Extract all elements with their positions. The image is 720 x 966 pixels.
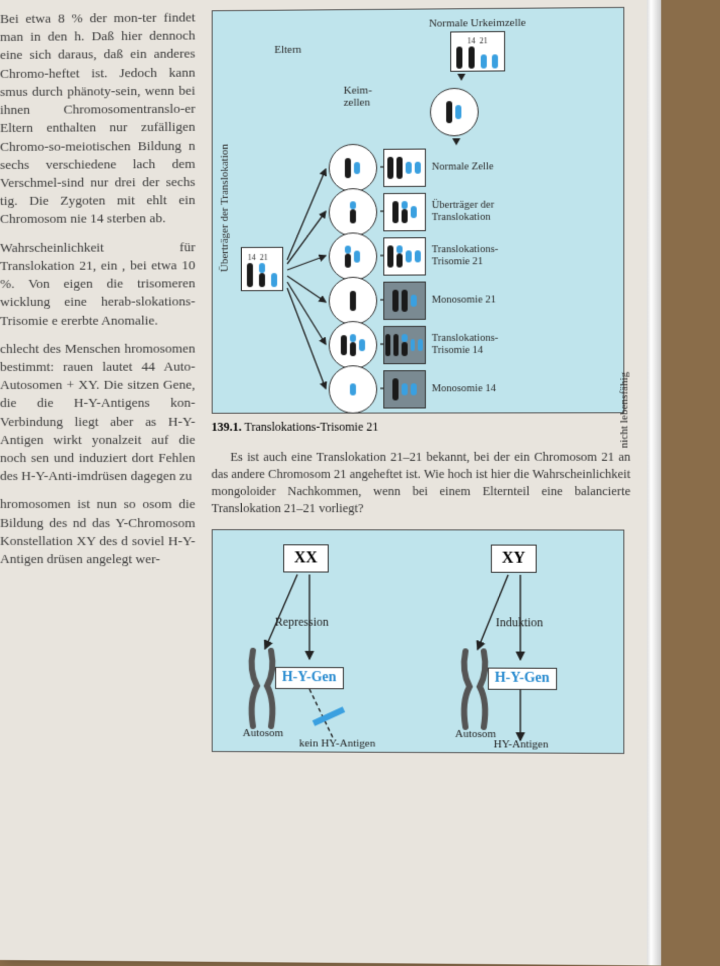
hy-label: HY-Antigen xyxy=(494,738,549,750)
keimzelle-circle xyxy=(430,88,479,137)
keimzellen-label: Keim- zellen xyxy=(344,84,372,109)
hy-gen-box-left: H-Y-Gen xyxy=(275,666,344,688)
mid-paragraph: Es ist auch eine Translokation 21–21 bek… xyxy=(211,449,630,517)
outcome-row: Translokations-Trisomie 21 xyxy=(328,234,523,279)
outcome-label: Translokations-Trisomie 21 xyxy=(432,244,523,268)
caption-number: 139.1. xyxy=(211,420,241,434)
outcome-row: Normale Zelle xyxy=(328,145,523,190)
hy-gen-box-right: H-Y-Gen xyxy=(488,667,557,689)
outcome-row: Translokations-Trisomie 14 xyxy=(328,323,523,368)
outcome-label: Überträger der Translokation xyxy=(432,200,523,224)
arrow-down-icon xyxy=(452,138,460,145)
page-edge xyxy=(647,0,661,966)
outcome-column: Normale Zelle Überträger der Translokati… xyxy=(328,145,523,412)
outcome-row: Monosomie 21 xyxy=(328,278,523,323)
carrier-parent-box: 1421 xyxy=(241,247,284,291)
diagram-translokation-trisomie: Überträger der Translokation nicht leben… xyxy=(211,7,624,414)
urkeimzelle-title: Normale Urkeimzelle xyxy=(338,16,616,30)
autosom-label-right: Autosom xyxy=(455,727,496,739)
right-column: Überträger der Translokation nicht leben… xyxy=(203,0,647,965)
textbook-page: Bei etwa 8 % der mon-ter findet man in d… xyxy=(0,0,647,965)
chrom-num-21: 21 xyxy=(477,36,489,45)
diagram-hy-antigen: XX XY Repression Induktion xyxy=(211,529,624,754)
outcome-label: Monosomie 14 xyxy=(432,383,523,395)
left-text-column: Bei etwa 8 % der mon-ter findet man in d… xyxy=(0,0,203,962)
chrom-num-21: 21 xyxy=(258,253,270,262)
arrow-down-icon xyxy=(457,74,465,81)
outcome-label: Translokations-Trisomie 14 xyxy=(432,333,523,357)
outcome-row: Monosomie 14 xyxy=(328,367,523,412)
nonviable-vertical-label: nicht lebensfähig xyxy=(619,372,631,448)
left-para-2: Wahrscheinlichkeit für Translokation 21,… xyxy=(0,238,195,330)
chrom-num-14: 14 xyxy=(465,36,477,45)
urkeimzelle-box: 1421 xyxy=(450,31,505,72)
left-para-3: chlecht des Menschen hromosomen bestimmt… xyxy=(0,339,195,485)
top-row: Eltern Normale Urkeimzelle 1421 xyxy=(238,16,617,81)
caption-text: Translokations-Trisomie 21 xyxy=(244,420,378,434)
figure-caption-1: 139.1. Translokations-Trisomie 21 xyxy=(211,419,636,435)
outcome-row: Überträger der Translokation xyxy=(328,189,523,234)
d2-svg xyxy=(212,530,623,753)
left-para-4: hromosomen ist nun so osom die Bildung d… xyxy=(0,495,195,568)
urkeimzelle-area: Normale Urkeimzelle 1421 xyxy=(338,16,616,81)
autosom-label-left: Autosom xyxy=(243,727,284,739)
eltern-label: Eltern xyxy=(238,18,339,81)
left-para-1: Bei etwa 8 % der mon-ter findet man in d… xyxy=(0,8,195,228)
chrom-num-14: 14 xyxy=(246,253,258,262)
outcome-label: Monosomie 21 xyxy=(432,295,523,307)
carrier-vertical-label: Überträger der Translokation xyxy=(218,144,230,272)
outcome-label: Normale Zelle xyxy=(432,161,523,173)
kein-hy-label: kein HY-Antigen xyxy=(299,737,375,749)
